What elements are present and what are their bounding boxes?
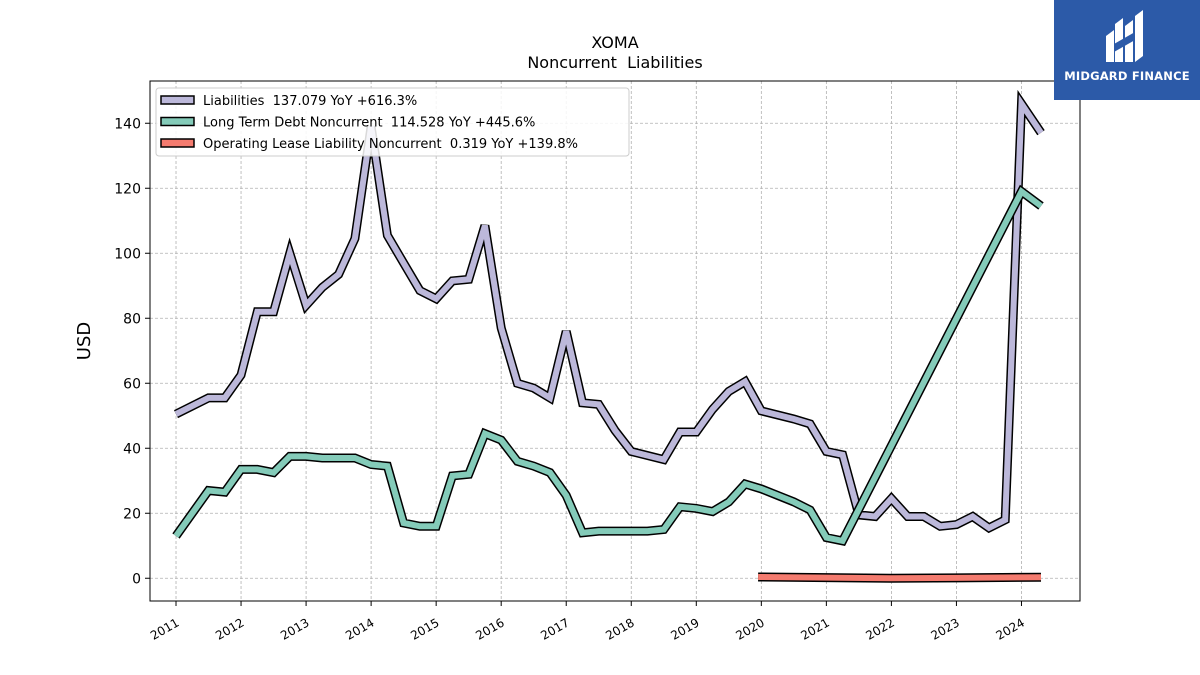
x-tick-label: 2012 — [213, 615, 246, 642]
x-tick-label: 2013 — [278, 615, 311, 642]
y-axis-label: USD — [74, 322, 95, 360]
legend: Liabilities 137.079 YoY +616.3% Long Term… — [155, 87, 630, 157]
logo-text: MIDGARD FINANCE — [1064, 69, 1190, 83]
y-tick-label: 0 — [132, 571, 141, 587]
y-tick-label: 20 — [123, 506, 141, 522]
legend-swatch — [160, 95, 195, 105]
legend-label: Liabilities 137.079 YoY +616.3% — [203, 94, 417, 109]
chart-subtitle: Noncurrent Liabilities — [527, 53, 702, 72]
x-tick-label: 2021 — [798, 615, 831, 642]
chart-title: XOMA — [591, 33, 638, 52]
axes: 2011 2012 2013 2014 2015 2016 2017 2018 2019 2020… — [114, 116, 1027, 643]
midgard-finance-logo: MIDGARD FINANCE — [1054, 0, 1200, 100]
legend-swatch — [160, 138, 195, 148]
x-tick-label: 2011 — [148, 615, 181, 642]
y-tick-label: 60 — [123, 376, 141, 392]
y-tick-label: 40 — [123, 441, 141, 457]
midgard-logo-icon — [1106, 10, 1143, 62]
y-tick-label: 100 — [114, 246, 141, 262]
legend-swatch — [160, 116, 195, 127]
y-tick-label: 80 — [123, 311, 141, 327]
y-tick-label: 140 — [114, 116, 141, 132]
long-term-debt-noncurrent-line — [173, 186, 1043, 545]
x-tick-label: 2022 — [863, 615, 896, 642]
x-tick-label: 2016 — [473, 615, 506, 642]
plot-area-frame — [149, 80, 1081, 602]
x-tick-label: 2024 — [994, 615, 1027, 642]
x-tick-label: 2020 — [733, 615, 766, 642]
legend-label: Long Term Debt Noncurrent 114.528 YoY +4… — [203, 116, 535, 131]
legend-box — [155, 87, 630, 157]
operating-lease-liability-noncurrent-line — [758, 574, 1042, 582]
x-tick-label: 2015 — [408, 615, 441, 642]
x-tick-label: 2023 — [928, 615, 961, 642]
series-layer — [172, 89, 1045, 583]
x-tick-label: 2019 — [668, 615, 701, 642]
legend-label: Operating Lease Liability Noncurrent 0.3… — [203, 137, 578, 152]
x-tick-label: 2018 — [603, 615, 636, 642]
liabilities-line — [174, 94, 1044, 532]
y-tick-label: 120 — [114, 181, 141, 197]
x-tick-label: 2017 — [538, 615, 571, 642]
x-tick-label: 2014 — [343, 615, 376, 642]
